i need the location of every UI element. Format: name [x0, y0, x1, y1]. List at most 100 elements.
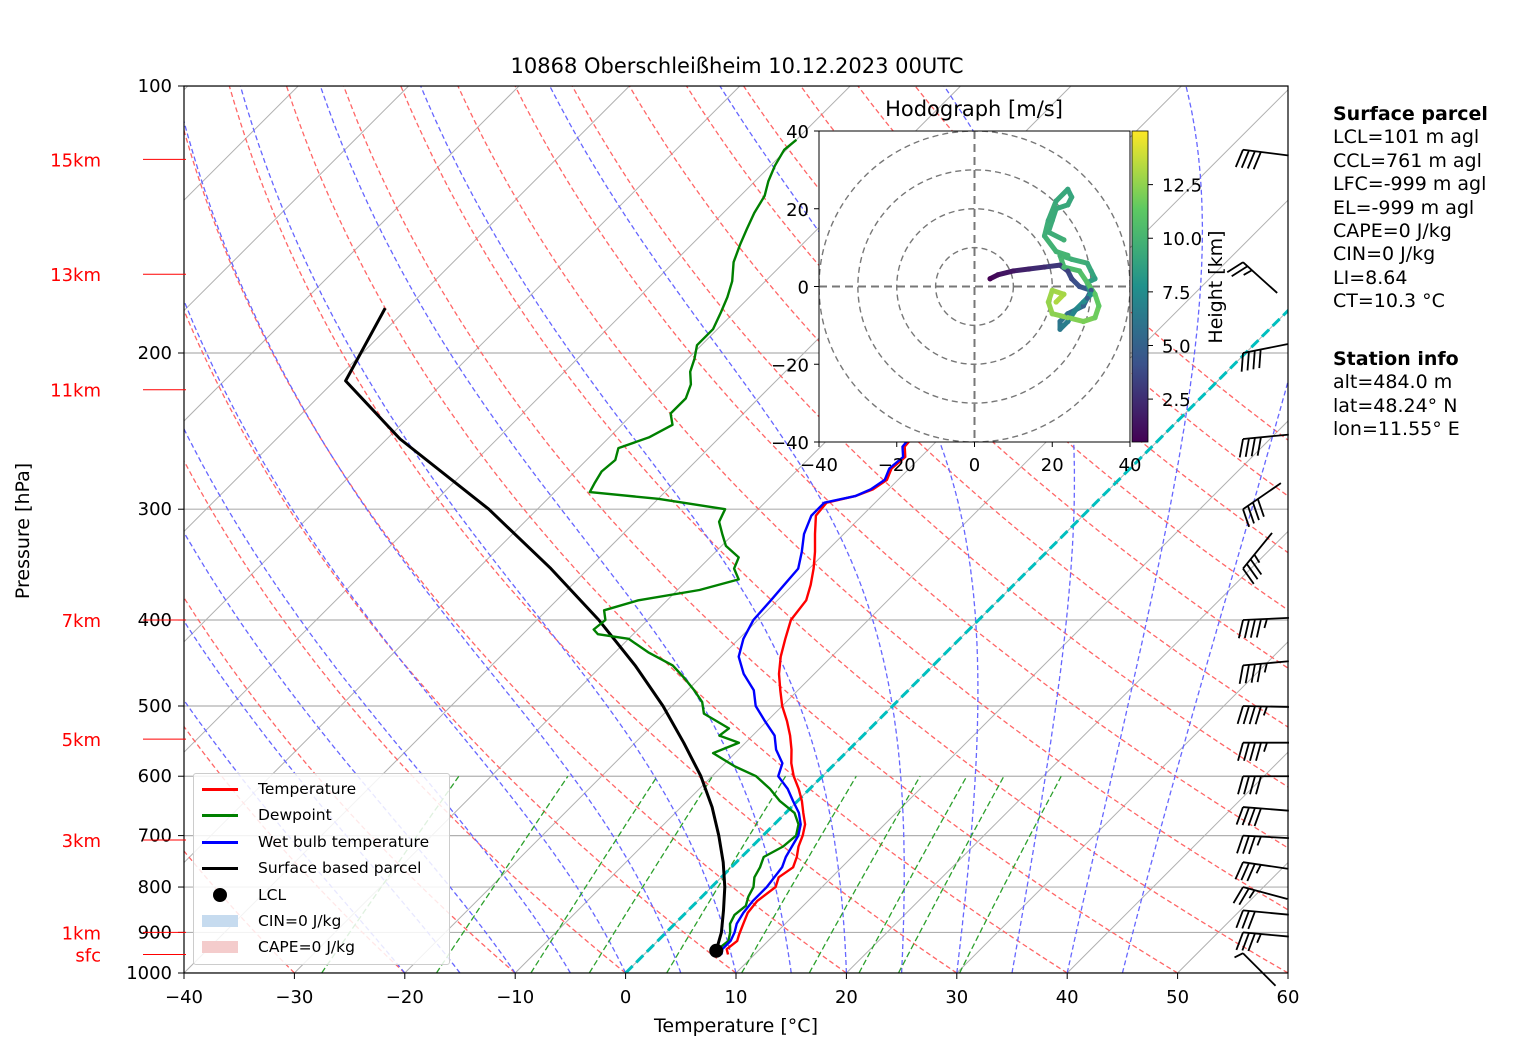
legend-label: Dewpoint	[258, 806, 332, 824]
height-label: 13km	[50, 265, 101, 286]
isotherm	[846, 530, 1288, 973]
barb-feather	[1242, 508, 1250, 528]
moist-adiabat	[184, 119, 682, 973]
chart-title: 10868 Oberschleißheim 10.12.2023 00UTC	[511, 54, 964, 78]
legend-label: LCL	[258, 886, 287, 904]
barb-half-feather	[1256, 933, 1262, 944]
dry-adiabat	[457, 86, 1288, 911]
hodograph-point	[1088, 287, 1094, 293]
dry-adiabat	[184, 459, 627, 973]
hodograph-point	[1045, 299, 1051, 305]
barb-shaft	[1242, 148, 1289, 157]
wind-barb	[1235, 931, 1289, 952]
barb-feather	[1235, 910, 1244, 929]
barb-feather	[1236, 835, 1244, 854]
barb-half-feather	[1263, 742, 1268, 752]
barb-feather	[1256, 498, 1265, 517]
barb-half-feather	[1248, 889, 1256, 899]
barb-feather	[1243, 742, 1250, 761]
isotherm	[184, 86, 741, 643]
y-axis-label: Pressure [hPa]	[12, 463, 34, 599]
lcl-marker-icon	[213, 888, 227, 902]
hodograph-point	[1069, 276, 1075, 282]
legend-label: Wet bulb temperature	[258, 833, 430, 851]
legend-item-cape: CAPE=0 J/kg	[202, 934, 355, 960]
barb-feather	[1255, 618, 1262, 638]
isotherm	[625, 309, 1288, 973]
barb-feather	[1244, 438, 1250, 457]
barb-feather	[1241, 910, 1250, 929]
barb-half-feather	[1234, 952, 1244, 959]
barb-feather	[1226, 261, 1244, 274]
height-label: sfc	[75, 945, 101, 966]
barb-feather	[1247, 911, 1256, 930]
x-tick-label: 40	[1056, 987, 1079, 1008]
barb-feather	[1247, 933, 1256, 952]
colorbar-tick-label: 2.5	[1162, 390, 1191, 411]
hodograph-point	[987, 276, 993, 282]
hodograph-point	[1041, 264, 1048, 270]
mixing-ratio-line	[858, 775, 968, 973]
barb-shaft	[1242, 616, 1289, 621]
wind-barb	[1238, 433, 1289, 458]
mixing-ratio-line	[959, 775, 1062, 973]
hodograph-y-tick-label: −20	[771, 355, 809, 376]
colorbar-label: Height [km]	[1205, 230, 1227, 343]
parcel-stat: LI=8.64	[1333, 266, 1408, 289]
hodograph-point	[1092, 315, 1098, 321]
hodograph-segment	[1041, 233, 1059, 255]
hodograph-segment	[1061, 264, 1082, 274]
legend-label: Temperature	[258, 780, 357, 798]
hodograph-segment	[1045, 229, 1067, 243]
hodograph-point	[1053, 198, 1059, 204]
hodograph-segment	[1053, 186, 1071, 204]
barb-feather	[1242, 835, 1250, 854]
barb-feather	[1244, 664, 1250, 684]
barb-shaft	[1242, 886, 1288, 900]
dry-adiabat	[914, 86, 1288, 441]
hodograph-point	[1057, 318, 1063, 325]
height-label: 7km	[62, 611, 101, 632]
wind-barb	[1242, 482, 1282, 528]
surface-parcel-panel: Surface parcel LCL=101 m agl CCL=761 m a…	[1333, 103, 1488, 314]
moist-adiabat	[420, 86, 848, 973]
barb-feather	[1237, 619, 1244, 639]
hodograph-title: Hodograph [m/s]	[885, 97, 1063, 121]
station-stat: alt=484.0 m	[1333, 371, 1453, 394]
isotherm	[184, 86, 851, 753]
hodograph-point	[1057, 326, 1063, 332]
isotherm	[184, 86, 520, 422]
barb-feather	[1252, 151, 1262, 170]
dewpoint-line	[588, 138, 800, 955]
barb-shaft	[1242, 931, 1289, 938]
barb-feather	[1232, 886, 1244, 904]
barb-feather	[1240, 352, 1244, 372]
hodograph-point	[1088, 291, 1094, 297]
hodograph-point	[1092, 291, 1098, 297]
moist-adiabat	[1121, 379, 1288, 973]
hodograph-segment	[1049, 311, 1071, 321]
legend-item-parcel: Surface based parcel	[202, 855, 421, 881]
lcl-marker	[709, 943, 724, 958]
hodograph-point	[995, 272, 1001, 278]
hodograph-ring	[934, 246, 1015, 327]
hodograph-point	[1053, 206, 1059, 212]
hodograph-point	[1049, 217, 1055, 224]
barb-feather	[1237, 742, 1244, 761]
isotherm	[956, 641, 1288, 973]
hodograph-point	[1061, 237, 1067, 243]
hodograph-inset: −40 −20 0 20 40 −40 −20 0 20 40 Hodograph [m/s] 2…	[771, 97, 1227, 476]
parcel-stat: LFC=-999 m agl	[1333, 173, 1487, 196]
dry-adiabat	[184, 596, 516, 973]
x-tick-label: 30	[945, 987, 968, 1008]
hodograph-y-tick-label: 20	[786, 200, 809, 221]
hodograph-point	[1065, 186, 1071, 192]
x-tick-label: 50	[1166, 987, 1189, 1008]
barb-half-feather	[1263, 618, 1268, 629]
hodograph-point	[1049, 287, 1055, 293]
dry-adiabat	[857, 86, 1288, 497]
wind-barb	[1234, 861, 1289, 882]
barb-half-feather	[1255, 864, 1262, 874]
mixing-ratio-line	[808, 775, 921, 973]
